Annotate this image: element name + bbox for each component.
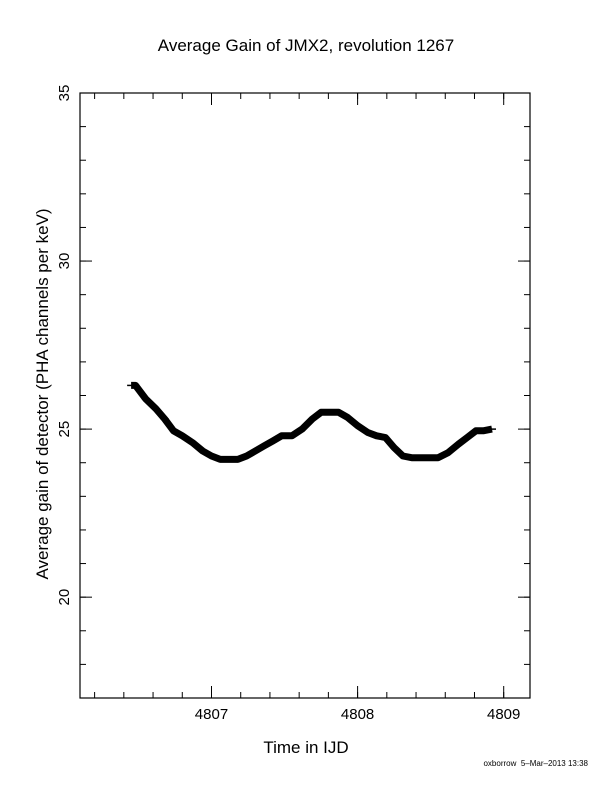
y-tick-label: 35 [56,85,73,102]
footer-credit: oxborrow 5–Mar–2013 13:38 [483,759,588,768]
axis-tick-labels: 4807 4808 4809 20 25 30 35 [56,85,520,723]
footer-timestamp: 5–Mar–2013 13:38 [520,759,588,768]
y-axis-label: Average gain of detector (PHA channels p… [33,208,52,579]
footer-author: oxborrow [483,759,517,768]
series-group [127,381,497,463]
x-tick-label: 4809 [487,706,520,723]
axis-ticks [80,92,530,699]
x-tick-label: 4807 [195,706,228,723]
y-tick-label: 25 [56,421,73,438]
y-tick-label: 30 [56,253,73,270]
x-axis-label: Time in IJD [263,738,349,757]
series-line [131,381,493,463]
x-tick-label: 4808 [341,706,374,723]
y-tick-label: 20 [56,589,73,606]
chart-title: Average Gain of JMX2, revolution 1267 [157,36,455,55]
